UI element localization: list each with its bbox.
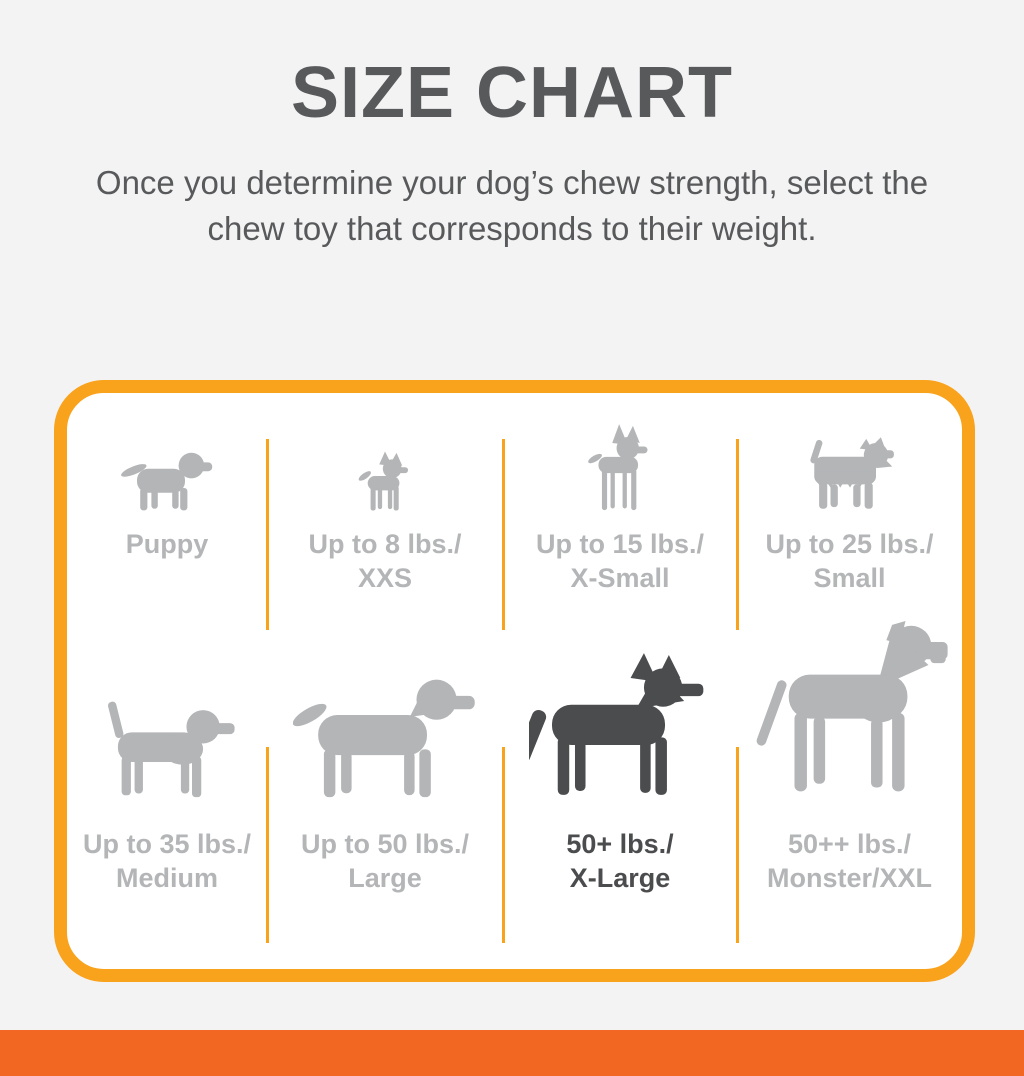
bottom-accent-bar <box>0 1030 1024 1076</box>
page-subtitle: Once you determine your dog’s chew stren… <box>0 160 1024 252</box>
size-chart-panel: Puppy <box>54 380 975 982</box>
column-divider <box>502 439 505 630</box>
column-divider <box>266 439 269 630</box>
size-cell-large: Up to 50 lbs./ Large <box>267 663 505 969</box>
size-grid: Puppy <box>67 393 962 969</box>
cattle-dog-icon <box>529 653 704 795</box>
size-cell-small: Up to 25 lbs./ Small <box>737 393 962 663</box>
size-cell-monster-xxl: 50++ lbs./ Monster/XXL <box>737 621 962 969</box>
size-label: Up to 35 lbs./ Medium <box>82 829 252 893</box>
column-divider <box>502 747 505 943</box>
column-divider <box>736 747 739 943</box>
size-label: Up to 8 lbs./ XXS <box>308 529 462 593</box>
beagle-icon <box>108 701 235 798</box>
page-title: SIZE CHART <box>291 53 733 133</box>
column-divider <box>266 747 269 943</box>
size-cell-puppy: Puppy <box>67 393 269 663</box>
size-label: Puppy <box>125 529 209 559</box>
toy-dog-icon <box>588 424 648 511</box>
terrier-icon <box>809 437 894 509</box>
size-label: Up to 50 lbs./ Large <box>300 829 470 893</box>
great-dane-icon <box>756 621 948 792</box>
size-label: Up to 15 lbs./ X-Small <box>535 529 705 593</box>
size-cell-x-small: Up to 15 lbs./ X-Small <box>503 393 739 663</box>
size-label: Up to 25 lbs./ Small <box>765 529 934 593</box>
column-divider <box>736 439 739 630</box>
size-cell-medium: Up to 35 lbs./ Medium <box>67 663 269 969</box>
chihuahua-icon <box>358 451 409 511</box>
size-cell-x-large: 50+ lbs./ X-Large <box>503 653 739 969</box>
puppy-icon <box>121 452 213 511</box>
subtitle-line-1: Once you determine your dog’s chew stren… <box>95 164 929 201</box>
subtitle-line-2: chew toy that corresponds to their weigh… <box>207 210 817 247</box>
size-label: 50++ lbs./ Monster/XXL <box>766 829 933 893</box>
labrador-icon <box>293 679 475 798</box>
size-cell-xxs: Up to 8 lbs./ XXS <box>267 393 505 663</box>
size-label: 50+ lbs./ X-Large <box>566 829 674 893</box>
